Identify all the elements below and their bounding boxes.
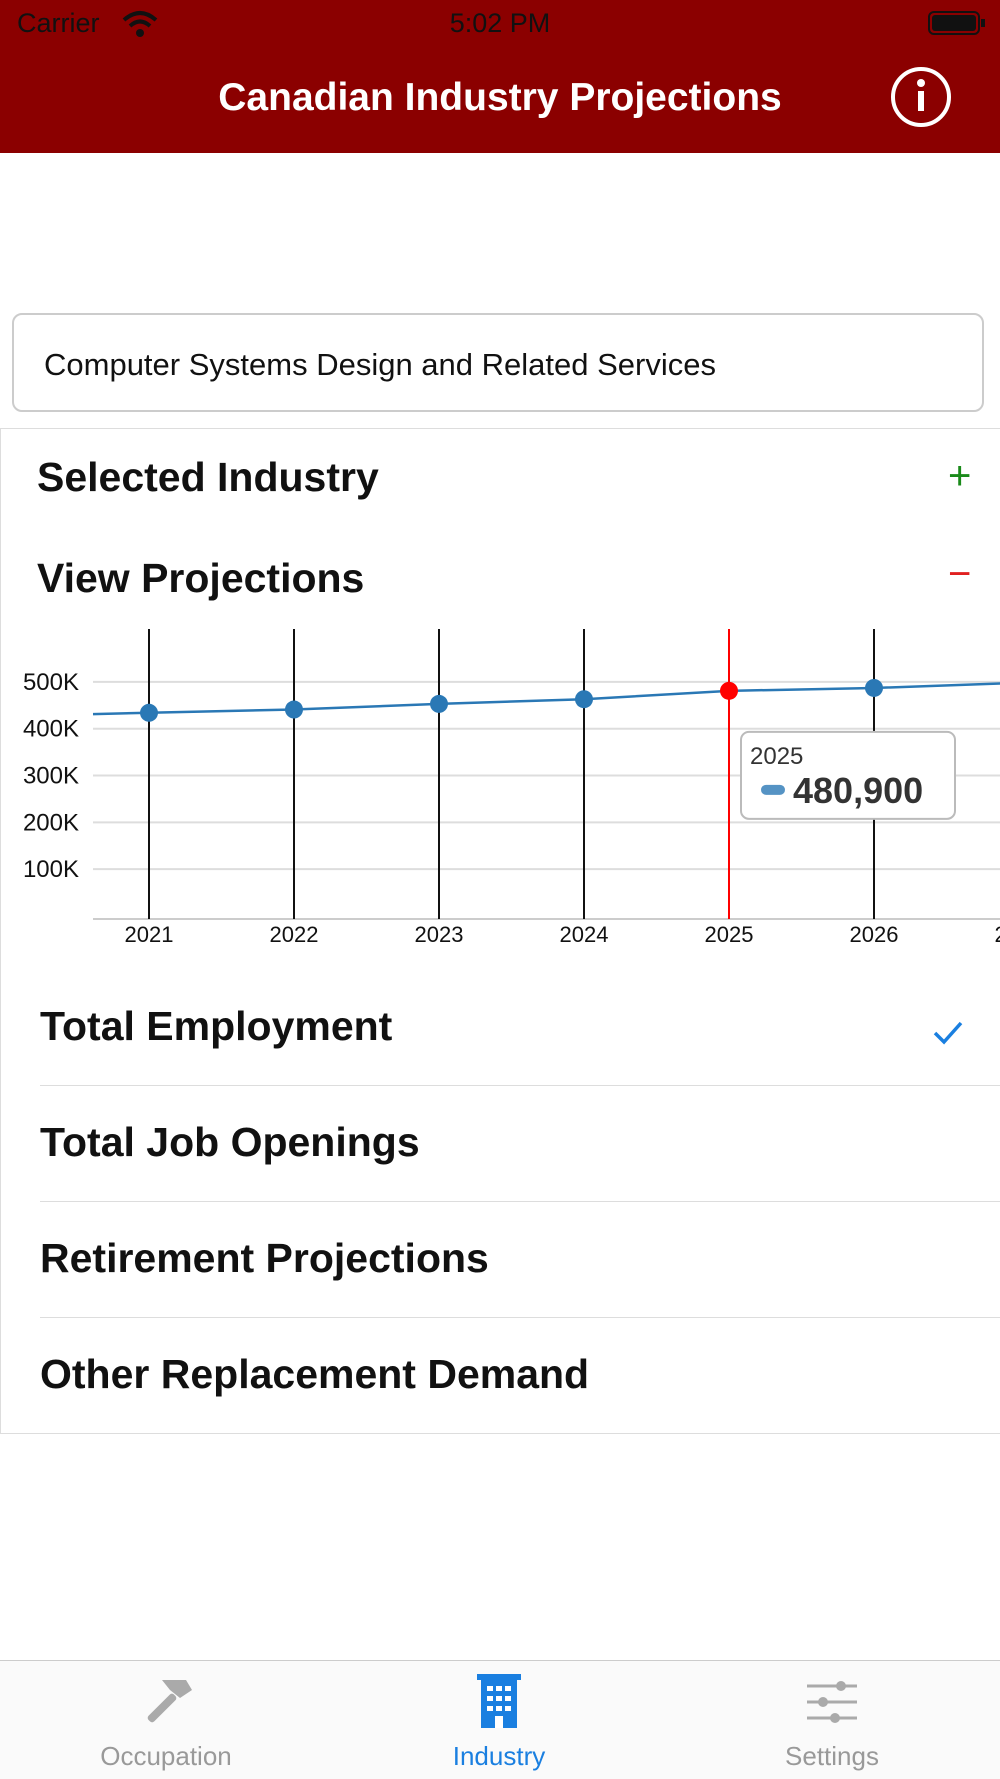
tab-label[interactable]: Settings bbox=[785, 1741, 879, 1771]
checkmark-path bbox=[933, 1021, 963, 1045]
x-tick-label: 2027 bbox=[995, 922, 1000, 947]
building-icon bbox=[477, 1674, 521, 1728]
section-title[interactable]: View Projections bbox=[37, 555, 365, 601]
x-tick-label: 2025 bbox=[705, 922, 754, 947]
option-row[interactable]: Total Employment bbox=[40, 1003, 393, 1049]
time: 5:02 PM bbox=[449, 8, 551, 38]
point bbox=[140, 703, 158, 722]
y-tick-label: 400K bbox=[23, 716, 79, 743]
collapse-icon[interactable]: − bbox=[948, 552, 972, 596]
point bbox=[430, 694, 448, 713]
checkmark bbox=[933, 1021, 963, 1045]
hammer-icon bbox=[147, 1680, 192, 1723]
point bbox=[285, 700, 303, 719]
section-title[interactable]: Selected Industry bbox=[37, 454, 379, 500]
point bbox=[865, 678, 883, 697]
tab-label[interactable]: Industry bbox=[452, 1741, 546, 1771]
tooltip-swatch bbox=[761, 784, 785, 795]
option-row[interactable]: Other Replacement Demand bbox=[40, 1351, 590, 1397]
battery-icon bbox=[928, 11, 985, 35]
x-tick-label: 2023 bbox=[415, 922, 464, 947]
header-bar: Carrier 5:02 PM Canadian Industry Projec… bbox=[0, 0, 1000, 153]
y-tick-label: 300K bbox=[23, 763, 79, 790]
x-tick-label: 2026 bbox=[850, 922, 899, 947]
carrier: Carrier bbox=[17, 8, 100, 38]
separator bbox=[40, 1201, 1000, 1202]
x-tick-label: 2021 bbox=[125, 922, 174, 947]
x-tick-label: 2022 bbox=[270, 922, 319, 947]
expand-icon[interactable]: + bbox=[948, 454, 972, 498]
chart: 100K 200K 300K 400K 500K 2021 2022 2023 2024 2025… bbox=[23, 629, 1000, 947]
tooltip bbox=[740, 730, 956, 820]
search-text: Computer Systems Design and Related Serv… bbox=[44, 347, 716, 382]
separator bbox=[40, 1433, 1000, 1434]
option-row[interactable]: Total Job Openings bbox=[40, 1119, 420, 1165]
y-tick-label: 100K bbox=[23, 856, 79, 883]
option-row[interactable]: Retirement Projections bbox=[40, 1235, 489, 1281]
tooltip-value: 480,900 bbox=[793, 770, 923, 811]
y-tick-label: 200K bbox=[23, 809, 79, 836]
search-field[interactable]: Computer Systems Design and Related Serv… bbox=[12, 313, 984, 412]
tooltip-category: 2025 bbox=[750, 743, 803, 770]
wifi-icon bbox=[122, 11, 158, 37]
tab-label[interactable]: Occupation bbox=[100, 1741, 232, 1771]
separator bbox=[40, 1317, 1000, 1318]
line bbox=[92, 682, 1000, 716]
point bbox=[575, 690, 593, 709]
x-tick-label: 2024 bbox=[560, 922, 609, 947]
info-button[interactable] bbox=[890, 66, 952, 128]
separator bbox=[40, 1085, 1000, 1086]
point bbox=[720, 681, 738, 700]
title: Canadian Industry Projections bbox=[218, 76, 782, 119]
settings-icon bbox=[807, 1681, 857, 1723]
y-tick-label: 500K bbox=[23, 669, 79, 696]
